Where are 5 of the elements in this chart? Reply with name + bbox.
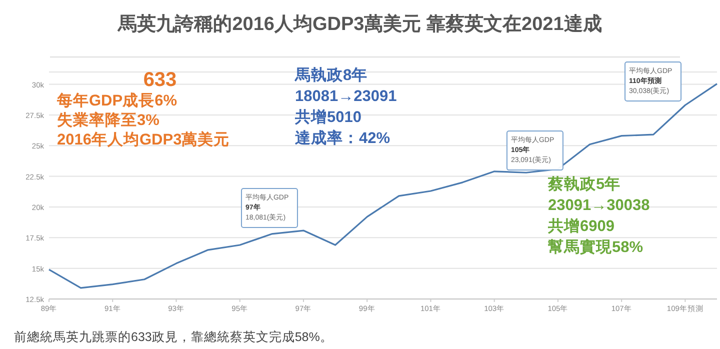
annotation: 前總統馬英九跳票的633政見，靠總統蔡英文完成58%。: [14, 330, 333, 344]
annotation: 馬執政8年 18081→23091 共增5010 達成率：42%: [295, 67, 397, 147]
annotation: 蔡執政5年 23091→30038 共增6909 幫馬實現58%: [548, 176, 650, 256]
chart-title: 馬英九誇稱的2016人均GDP3萬美元 靠蔡英文在2021達成: [117, 13, 602, 35]
annotation: 633 每年GDP成長6% 失業率降至3% 2016年人均GDP3萬美元: [57, 69, 230, 148]
